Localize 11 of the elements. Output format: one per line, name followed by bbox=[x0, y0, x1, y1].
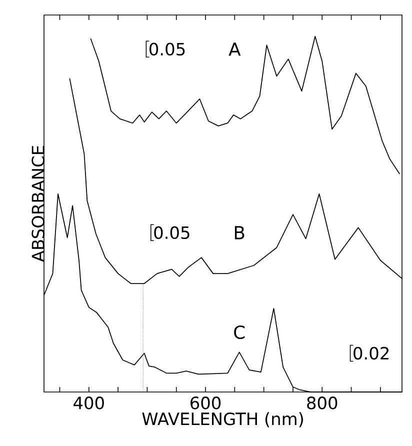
x-tick-label: 800 bbox=[307, 396, 338, 410]
annotation: 0.05 bbox=[154, 226, 190, 240]
x-tick-label: 600 bbox=[190, 396, 221, 410]
y-axis-title: ABSORBANCE bbox=[32, 146, 44, 262]
annotation: 0.05 bbox=[150, 42, 185, 56]
series-label: C bbox=[234, 325, 245, 340]
x-tick-label: 400 bbox=[74, 396, 104, 410]
x-axis-title: WAVELENGTH (nm) bbox=[142, 412, 303, 428]
annotation: 0.02 bbox=[354, 346, 388, 360]
series-label: A bbox=[228, 42, 241, 56]
series-label: B bbox=[234, 226, 244, 240]
